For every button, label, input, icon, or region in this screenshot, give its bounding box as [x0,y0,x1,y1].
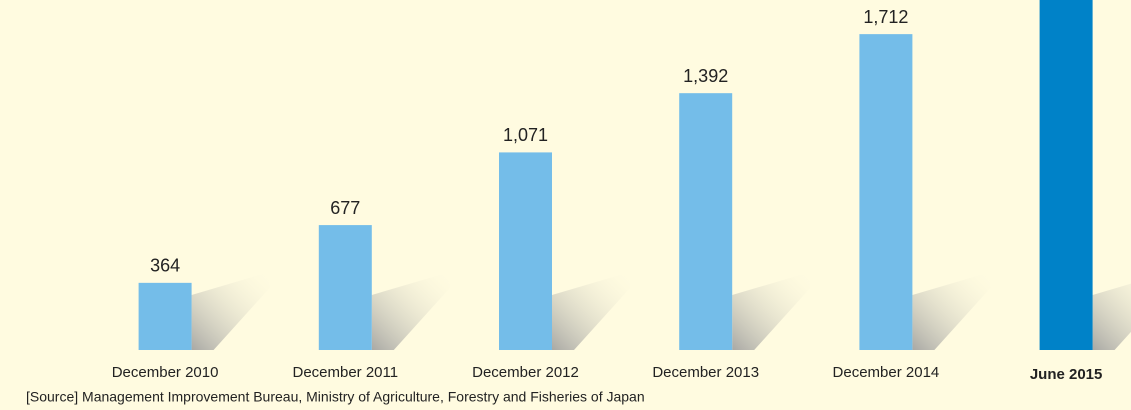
x-tick-label: December 2013 [652,364,759,381]
x-tick-label: December 2010 [112,364,219,381]
bar [859,34,913,350]
bar-shadow [912,272,991,350]
value-label: 677 [330,198,360,218]
bar [138,282,192,350]
value-label: 1,392 [683,66,728,86]
bar [679,93,733,350]
x-tick-label: December 2011 [292,364,398,381]
x-tick-label: December 2014 [833,364,940,381]
bar [1039,0,1093,350]
bar-shadow [1092,283,1131,350]
value-label: 1,712 [863,7,908,27]
x-tick-label: December 2012 [472,364,579,381]
bar-shadow [552,272,630,350]
source-note: [Source] Management Improvement Bureau, … [26,389,645,405]
bar-shadow [191,272,270,350]
bar-shadow [732,272,811,350]
bar [318,225,372,350]
bar [499,152,552,350]
value-label: 364 [150,256,180,276]
x-tick-label: June 2015 [1030,366,1103,383]
bar-shadow [371,272,450,350]
value-label: 1,071 [503,125,548,145]
